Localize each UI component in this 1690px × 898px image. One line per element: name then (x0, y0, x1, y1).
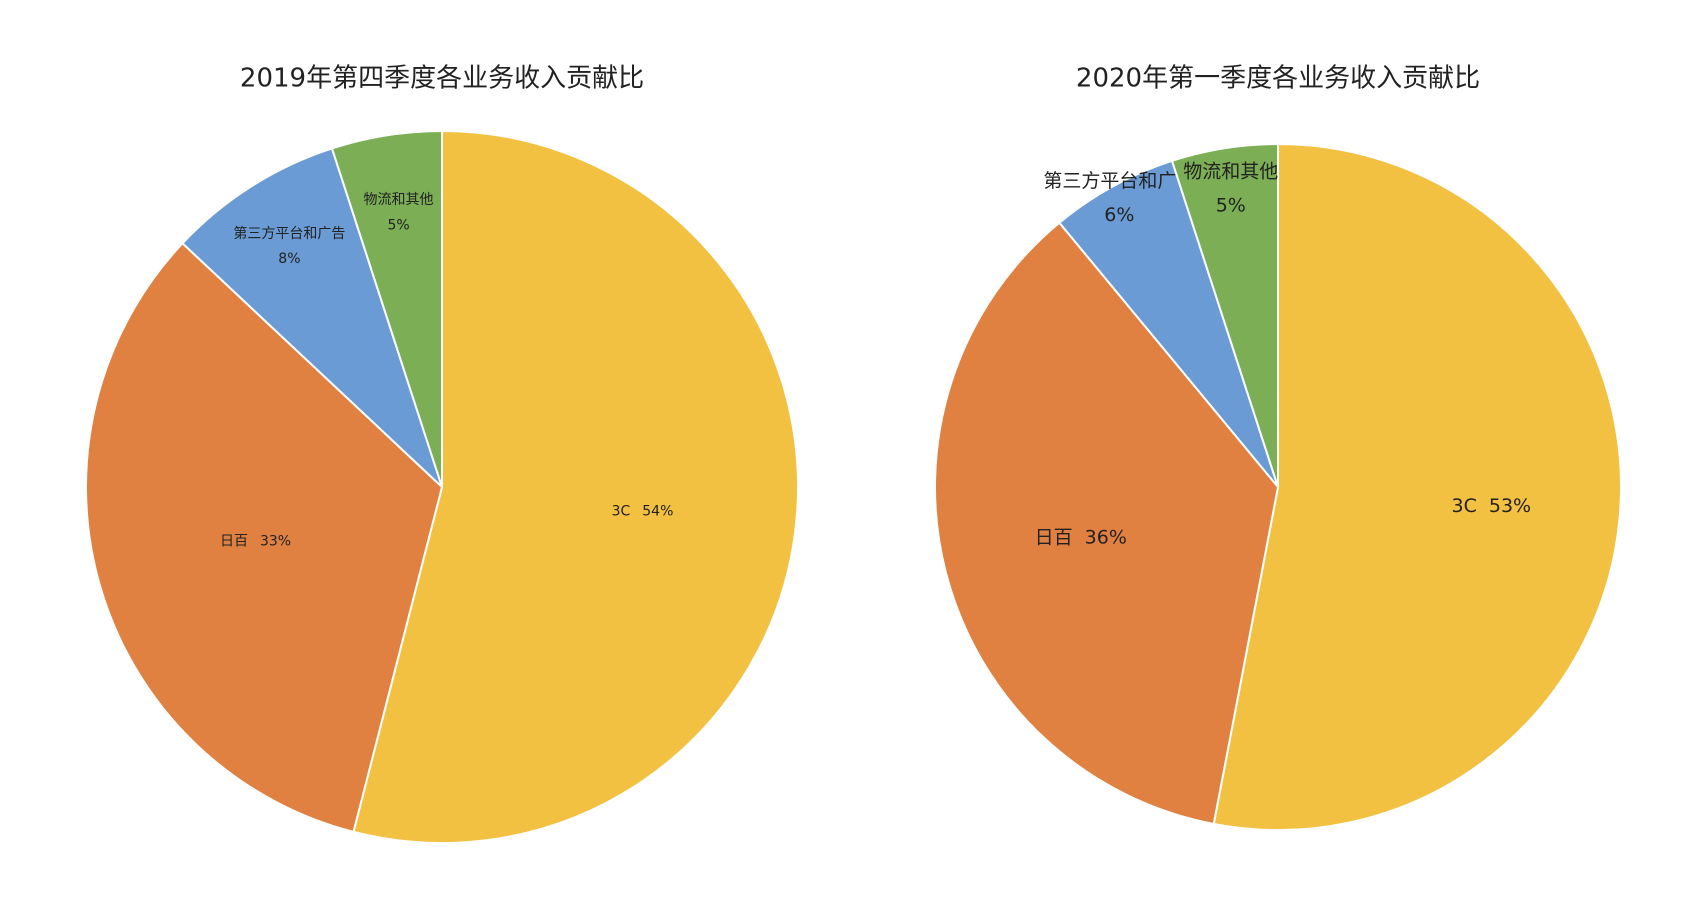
slice-value: 36% (1085, 527, 1127, 549)
slice-value: 33% (260, 534, 291, 550)
slice-value: 8% (278, 251, 300, 267)
pie-slice (352, 129, 799, 844)
slice-value: 6% (1104, 204, 1134, 226)
slice-label: 第三方平台和广告 (1043, 170, 1195, 192)
pie-slice (181, 147, 443, 488)
pie-slice (1212, 142, 1622, 831)
chart-title: 2019年第四季度各业务收入贡献比 (240, 64, 644, 94)
slice-label: 日百 (1035, 527, 1073, 549)
slice-value: 5% (387, 217, 409, 233)
slice-label: 3C (1452, 495, 1477, 517)
pie-slice (85, 241, 444, 834)
pie-slice (330, 129, 443, 488)
slice-label: 物流和其他 (364, 192, 434, 208)
slice-label: 日百 (220, 534, 248, 550)
slice-value: 53% (1489, 495, 1531, 517)
chart-title: 2020年第一季度各业务收入贡献比 (1076, 64, 1480, 94)
slice-value: 5% (1216, 194, 1246, 216)
pie-slice (934, 221, 1280, 826)
pie-slice (1057, 159, 1279, 488)
slice-label: 物流和其他 (1183, 160, 1278, 182)
slice-label: 第三方平台和广告 (233, 225, 345, 242)
pie-slice (1170, 142, 1279, 488)
slice-label: 3C (612, 504, 631, 520)
slice-value: 54% (642, 504, 673, 520)
